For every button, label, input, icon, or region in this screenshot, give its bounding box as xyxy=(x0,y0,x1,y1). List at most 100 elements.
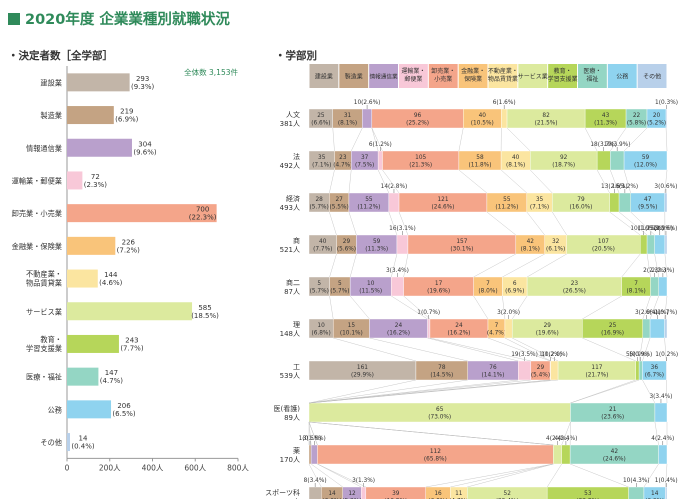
segment-label: 52 xyxy=(504,491,512,497)
callout-label: 10(1.9%) xyxy=(630,226,657,232)
segment xyxy=(518,360,532,381)
callout-label: 3(3.4%) xyxy=(649,394,672,400)
title-square-icon xyxy=(8,12,20,25)
header-cell xyxy=(518,64,548,88)
segment xyxy=(658,444,668,465)
connector-line xyxy=(546,463,562,488)
segment-label: 42 xyxy=(527,239,535,245)
header-label: 不動産業・ xyxy=(488,67,518,75)
segment-label: (7.1%) xyxy=(312,163,331,169)
callout-label: 11(2.0%) xyxy=(541,352,568,358)
segment-label: (7.5%) xyxy=(355,163,374,169)
segment-label: (16.2%) xyxy=(447,331,470,337)
connector-line xyxy=(382,169,400,194)
connector-line xyxy=(308,379,559,404)
connector-line xyxy=(308,421,318,446)
connector-line xyxy=(458,169,488,194)
segment xyxy=(664,192,668,213)
header-label: 運輸業・ xyxy=(401,67,425,75)
value-label: 293 xyxy=(136,75,149,83)
segment-label: 59 xyxy=(642,155,650,161)
segment-label: 14 xyxy=(328,491,336,497)
segment-label: 23 xyxy=(571,281,579,287)
connector-line xyxy=(610,169,620,194)
segment-label: 17 xyxy=(435,281,443,287)
faculty-total: 492人 xyxy=(280,162,300,170)
segment xyxy=(377,150,383,171)
segment-label: 24 xyxy=(455,323,463,329)
segment-label: (8.1%) xyxy=(506,163,525,169)
segment-label: 42 xyxy=(611,449,619,455)
segment xyxy=(664,234,668,255)
connector-line xyxy=(348,211,357,236)
segment xyxy=(553,444,562,465)
segment-label: (19.6%) xyxy=(427,289,450,295)
percent-label: (7.7%) xyxy=(120,344,144,352)
segment-label: 15 xyxy=(348,323,356,329)
segment xyxy=(642,318,651,339)
segment xyxy=(308,486,322,499)
segment xyxy=(638,360,643,381)
segment-label: 14 xyxy=(651,491,659,497)
connector-line xyxy=(502,295,506,320)
percent-label: (9.6%) xyxy=(133,148,157,156)
segment-label: (8.1%) xyxy=(338,121,357,127)
header-label: 教育・ xyxy=(554,67,572,75)
faculty-name: 経済 xyxy=(286,194,300,203)
connector-line xyxy=(609,211,641,236)
category-label: 教育・ xyxy=(40,335,62,344)
bar xyxy=(67,106,114,125)
x-tick-label: 600人 xyxy=(184,463,206,472)
segment xyxy=(362,108,373,129)
segment-label: 36 xyxy=(651,365,659,371)
callout-label: 3(3.4%) xyxy=(386,268,409,274)
segment-label: (12.0%) xyxy=(634,163,657,169)
segment-label: (6.9%) xyxy=(505,289,524,295)
connector-line xyxy=(506,127,531,152)
bar xyxy=(67,269,98,288)
segment-label: 37 xyxy=(361,155,369,161)
segment-label: (10.1%) xyxy=(340,331,363,337)
callout-label: 1(0.2%) xyxy=(655,352,678,358)
segment-label: 76 xyxy=(489,365,497,371)
segment-label: (24.6%) xyxy=(603,457,626,463)
header-label: 小売業 xyxy=(434,75,452,83)
connector-line xyxy=(427,337,519,362)
connector-line xyxy=(377,169,390,194)
segment-label: 23 xyxy=(339,155,347,161)
total-count-label: 全体数 3,153件 xyxy=(184,67,238,77)
callout-label: 19(3.5%) xyxy=(511,352,538,358)
connector-line xyxy=(403,295,431,320)
segment-label: 10 xyxy=(317,323,325,329)
value-label: 304 xyxy=(138,140,152,148)
segment-label: 40 xyxy=(479,113,487,119)
percent-label: (7.2%) xyxy=(117,246,141,254)
connector-line xyxy=(561,421,571,446)
segment-label: 11 xyxy=(455,491,463,497)
faculty-name: スポーツ科 xyxy=(265,488,300,497)
callout-label: 1(0.2%) xyxy=(539,352,562,358)
connector-line xyxy=(391,295,428,320)
segment-label: 25 xyxy=(317,113,325,119)
segment xyxy=(666,360,668,381)
segment xyxy=(635,360,640,381)
segment-label: (5.7%) xyxy=(330,289,349,295)
bar xyxy=(67,171,83,190)
segment-label: 32 xyxy=(552,239,560,245)
callout-label: 5(0.9%) xyxy=(629,352,652,358)
callout-label: 3(0.6%) xyxy=(654,226,677,232)
segment-label: 53 xyxy=(584,491,592,497)
connector-line xyxy=(665,127,668,152)
faculty-total: 87人 xyxy=(284,288,300,296)
callout-label: 3(1.3%) xyxy=(352,478,375,484)
segment-label: (6.7%) xyxy=(645,373,664,379)
segment-label: 47 xyxy=(644,197,652,203)
segment-label: 35 xyxy=(318,155,326,161)
connector-line xyxy=(646,253,651,278)
segment-label: (30.1%) xyxy=(450,247,473,253)
x-tick-label: 0 xyxy=(65,463,70,472)
callout-label: 15(2.9%) xyxy=(646,226,673,232)
segment-label: 35 xyxy=(536,197,544,203)
callout-label: 4(2.4%) xyxy=(651,436,674,442)
